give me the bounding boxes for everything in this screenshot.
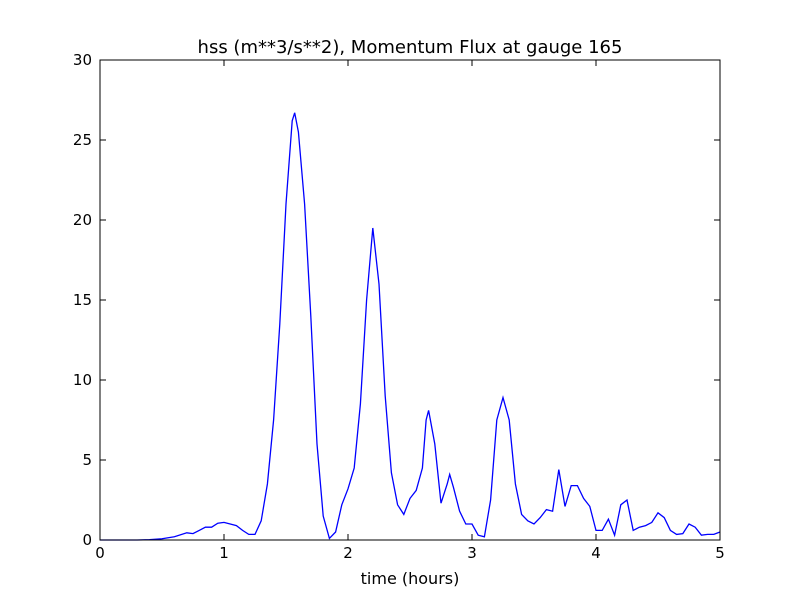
- y-tick-label: 30: [73, 51, 92, 69]
- y-tick-label: 5: [82, 451, 92, 469]
- data-line: [100, 112, 721, 541]
- y-tick-label: 25: [73, 131, 92, 149]
- plot-frame: [99, 59, 721, 541]
- x-tick-label: 1: [219, 544, 229, 562]
- x-tick-label: 3: [467, 544, 477, 562]
- y-tick-label: 0: [82, 531, 92, 549]
- y-tick-label: 20: [73, 211, 92, 229]
- x-axis-label: time (hours): [361, 569, 460, 588]
- y-tick-label: 10: [73, 371, 92, 389]
- x-tick-label: 0: [95, 544, 105, 562]
- x-tick-label: 5: [715, 544, 725, 562]
- chart-title: hss (m**3/s**2), Momentum Flux at gauge …: [198, 37, 623, 58]
- x-tick-label: 4: [591, 544, 601, 562]
- x-tick-label: 2: [343, 544, 353, 562]
- y-tick-label: 15: [73, 291, 92, 309]
